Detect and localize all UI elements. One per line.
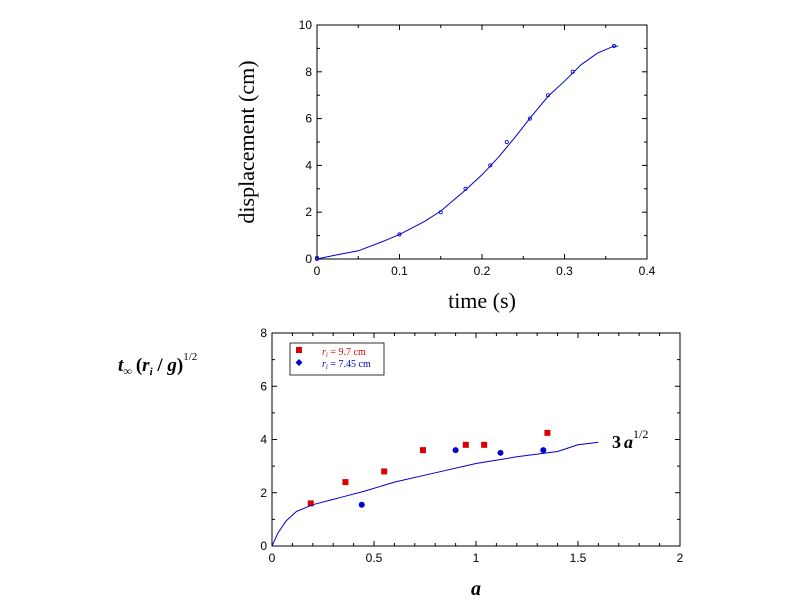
x-tick-label: 0.1 — [391, 264, 408, 278]
data-point-circle — [358, 501, 365, 508]
data-point-square — [544, 429, 551, 436]
x-tick-label: 0 — [269, 551, 276, 565]
data-point-square — [481, 441, 488, 448]
y-tick-label: 10 — [299, 18, 313, 32]
legend: ri = 9.7 cm ri = 7.45 cm — [289, 342, 385, 376]
y-tick-label: 6 — [305, 112, 312, 126]
x-tick-label: 1.5 — [570, 551, 587, 565]
data-point — [314, 255, 319, 260]
x-tick-label: 0 — [314, 264, 321, 278]
legend-marker-diamond — [295, 359, 303, 366]
data-point-square — [462, 441, 469, 448]
y-tick-label: 8 — [260, 326, 267, 340]
x-tick-label: 0.3 — [556, 264, 573, 278]
x-tick-label: 0.2 — [474, 264, 491, 278]
y-axis-label: displacement (cm) — [234, 60, 259, 223]
series-group — [314, 44, 619, 261]
legend-entry-1: ri = 9.7 cm — [322, 347, 366, 359]
y-axis-label: t∞ (ri / g)1/2 — [118, 351, 197, 378]
data-point-circle — [452, 447, 459, 454]
x-tick-label: 0.4 — [639, 264, 656, 278]
series-group — [271, 429, 599, 547]
plot-frame — [316, 24, 648, 260]
x-axis-label: a — [471, 578, 481, 600]
x-axis-label: time (s) — [448, 288, 516, 313]
legend-marker-square — [296, 347, 302, 353]
y-tick-label: 4 — [305, 158, 312, 172]
data-point — [488, 163, 493, 168]
y-tick-label: 8 — [305, 65, 312, 79]
y-tick-label: 4 — [260, 433, 267, 447]
data-point-square — [419, 447, 426, 454]
x-tick-label: 1 — [473, 551, 480, 565]
curve-annotation: 3 a1/2 — [612, 427, 648, 452]
fit-curve — [316, 45, 619, 260]
y-tick-label: 0 — [305, 252, 312, 266]
y-tick-label: 0 — [260, 539, 267, 553]
tick-group: 0 0.5 1 1.5 2 0 2 4 6 8 — [260, 326, 683, 565]
data-point-circle — [540, 447, 547, 454]
fit-curve — [271, 441, 599, 547]
legend-entry-2: ri = 7.45 cm — [322, 359, 371, 371]
y-tick-label: 2 — [305, 205, 312, 219]
data-point-square — [381, 468, 388, 475]
data-point — [397, 232, 402, 237]
displacement-chart: 0 0.1 0.2 0.3 0.4 0 2 4 6 8 10 time (s) displaceme… — [234, 18, 656, 313]
data-point-circle — [497, 449, 504, 456]
data-point-square — [342, 479, 349, 486]
y-tick-label: 6 — [260, 379, 267, 393]
legend-box — [289, 342, 385, 376]
data-point — [527, 116, 532, 121]
tick-group: 0 0.1 0.2 0.3 0.4 0 2 4 6 8 10 — [299, 18, 656, 278]
y-tick-label: 2 — [260, 486, 267, 500]
data-point-square — [307, 500, 314, 507]
x-tick-label: 0.5 — [366, 551, 383, 565]
x-tick-label: 2 — [677, 551, 684, 565]
data-point — [504, 139, 509, 144]
